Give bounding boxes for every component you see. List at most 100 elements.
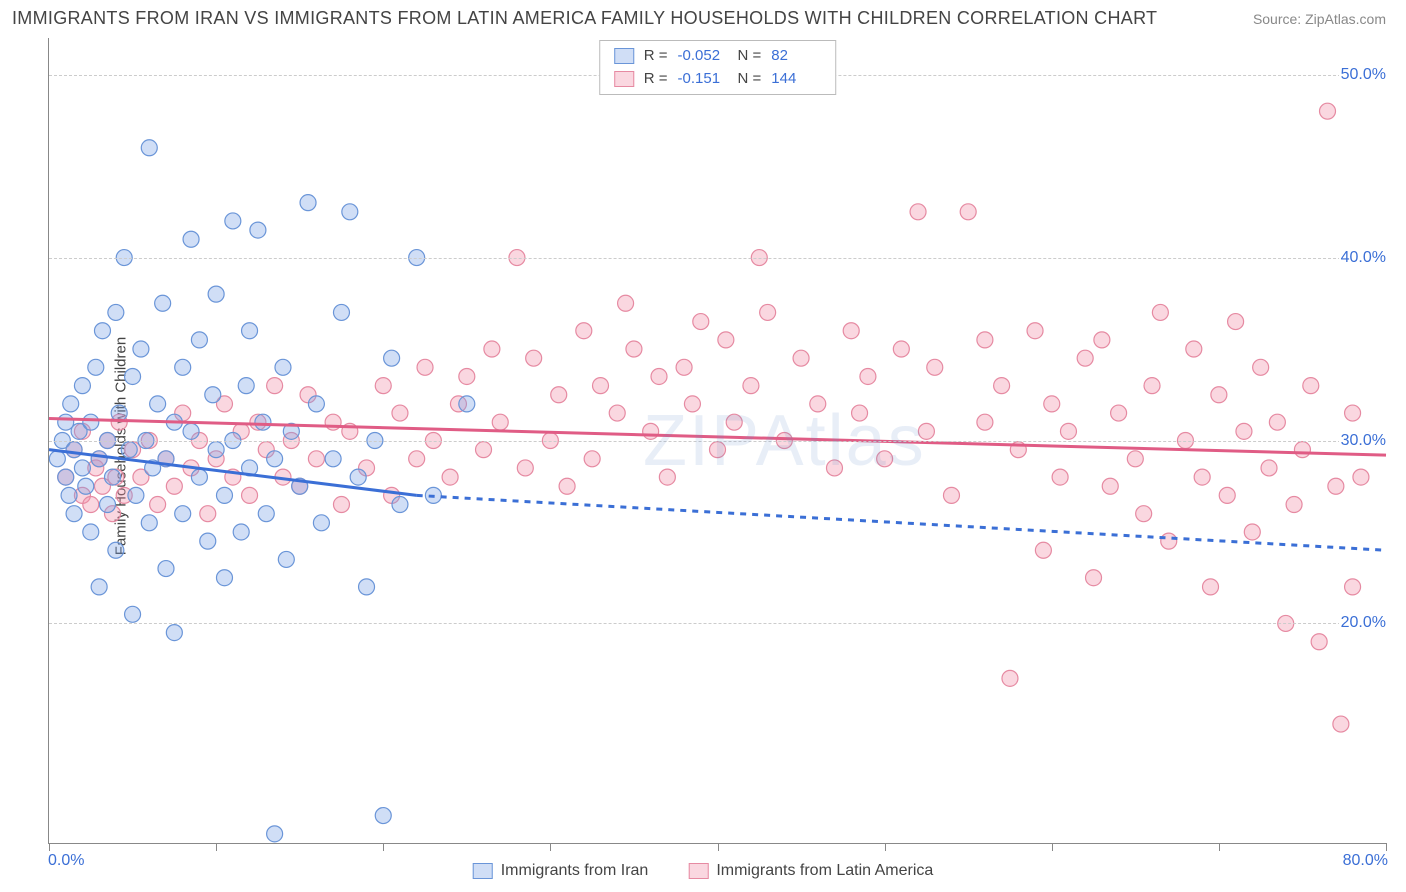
scatter-point bbox=[1294, 442, 1310, 458]
scatter-point bbox=[49, 451, 65, 467]
scatter-point bbox=[626, 341, 642, 357]
x-tick bbox=[1052, 843, 1053, 851]
scatter-point bbox=[216, 487, 232, 503]
scatter-point bbox=[843, 323, 859, 339]
scatter-point bbox=[121, 442, 137, 458]
scatter-point bbox=[576, 323, 592, 339]
scatter-point bbox=[1152, 304, 1168, 320]
scatter-point bbox=[618, 295, 634, 311]
scatter-point bbox=[183, 423, 199, 439]
scatter-point bbox=[1027, 323, 1043, 339]
scatter-point bbox=[760, 304, 776, 320]
scatter-point bbox=[238, 378, 254, 394]
legend-swatch bbox=[688, 863, 708, 879]
r-value: -0.052 bbox=[678, 45, 728, 68]
scatter-point bbox=[893, 341, 909, 357]
scatter-point bbox=[108, 542, 124, 558]
legend-bottom: Immigrants from Iran Immigrants from Lati… bbox=[473, 862, 934, 880]
scatter-point bbox=[88, 359, 104, 375]
scatter-point bbox=[852, 405, 868, 421]
scatter-point bbox=[1236, 423, 1252, 439]
scatter-point bbox=[150, 497, 166, 513]
scatter-point bbox=[191, 469, 207, 485]
scatter-point bbox=[208, 442, 224, 458]
scatter-point bbox=[105, 469, 121, 485]
scatter-point bbox=[191, 332, 207, 348]
scatter-point bbox=[225, 213, 241, 229]
scatter-point bbox=[61, 487, 77, 503]
scatter-point bbox=[1060, 423, 1076, 439]
scatter-point bbox=[793, 350, 809, 366]
legend-label: Immigrants from Latin America bbox=[716, 862, 933, 880]
scatter-point bbox=[175, 506, 191, 522]
scatter-point bbox=[409, 451, 425, 467]
scatter-point bbox=[1345, 579, 1361, 595]
legend-item: Immigrants from Iran bbox=[473, 862, 649, 880]
scatter-point bbox=[267, 451, 283, 467]
scatter-point bbox=[810, 396, 826, 412]
scatter-point bbox=[693, 314, 709, 330]
scatter-point bbox=[492, 414, 508, 430]
scatter-point bbox=[128, 487, 144, 503]
legend-swatch bbox=[614, 71, 634, 87]
source-label: Source: ZipAtlas.com bbox=[1253, 11, 1386, 27]
scatter-point bbox=[517, 460, 533, 476]
scatter-point bbox=[1286, 497, 1302, 513]
scatter-point bbox=[308, 451, 324, 467]
scatter-point bbox=[242, 323, 258, 339]
scatter-point bbox=[74, 378, 90, 394]
scatter-point bbox=[205, 387, 221, 403]
scatter-point bbox=[267, 826, 283, 842]
scatter-point bbox=[200, 533, 216, 549]
scatter-point bbox=[108, 304, 124, 320]
scatter-point bbox=[1035, 542, 1051, 558]
x-tick bbox=[383, 843, 384, 851]
scatter-point bbox=[166, 478, 182, 494]
scatter-point bbox=[384, 350, 400, 366]
scatter-point bbox=[333, 304, 349, 320]
scatter-point bbox=[584, 451, 600, 467]
scatter-point bbox=[258, 506, 274, 522]
x-axis-max-label: 80.0% bbox=[1343, 852, 1388, 870]
scatter-point bbox=[200, 506, 216, 522]
scatter-point bbox=[1077, 350, 1093, 366]
legend-label: Immigrants from Iran bbox=[501, 862, 649, 880]
scatter-point bbox=[308, 396, 324, 412]
scatter-point bbox=[684, 396, 700, 412]
legend-top: R =-0.052N =82R =-0.151N =144 bbox=[599, 40, 837, 95]
scatter-point bbox=[141, 140, 157, 156]
scatter-point bbox=[242, 487, 258, 503]
scatter-point bbox=[83, 414, 99, 430]
scatter-point bbox=[66, 442, 82, 458]
scatter-point bbox=[58, 469, 74, 485]
scatter-point bbox=[1303, 378, 1319, 394]
x-tick bbox=[1386, 843, 1387, 851]
scatter-point bbox=[559, 478, 575, 494]
scatter-point bbox=[1094, 332, 1110, 348]
scatter-point bbox=[359, 579, 375, 595]
scatter-point bbox=[1127, 451, 1143, 467]
scatter-point bbox=[860, 368, 876, 384]
n-label: N = bbox=[738, 68, 762, 91]
scatter-point bbox=[1203, 579, 1219, 595]
scatter-point bbox=[392, 497, 408, 513]
scatter-point bbox=[155, 295, 171, 311]
scatter-point bbox=[1211, 387, 1227, 403]
scatter-point bbox=[1219, 487, 1235, 503]
scatter-point bbox=[743, 378, 759, 394]
scatter-point bbox=[1052, 469, 1068, 485]
legend-stat-row: R =-0.151N =144 bbox=[614, 68, 822, 91]
r-label: R = bbox=[644, 68, 668, 91]
scatter-point bbox=[183, 231, 199, 247]
scatter-point bbox=[91, 451, 107, 467]
scatter-point bbox=[325, 451, 341, 467]
x-tick bbox=[49, 843, 50, 851]
scatter-point bbox=[459, 396, 475, 412]
scatter-point bbox=[150, 396, 166, 412]
scatter-point bbox=[609, 405, 625, 421]
scatter-point bbox=[1136, 506, 1152, 522]
scatter-point bbox=[1345, 405, 1361, 421]
scatter-point bbox=[651, 368, 667, 384]
scatter-point bbox=[166, 625, 182, 641]
scatter-point bbox=[1161, 533, 1177, 549]
